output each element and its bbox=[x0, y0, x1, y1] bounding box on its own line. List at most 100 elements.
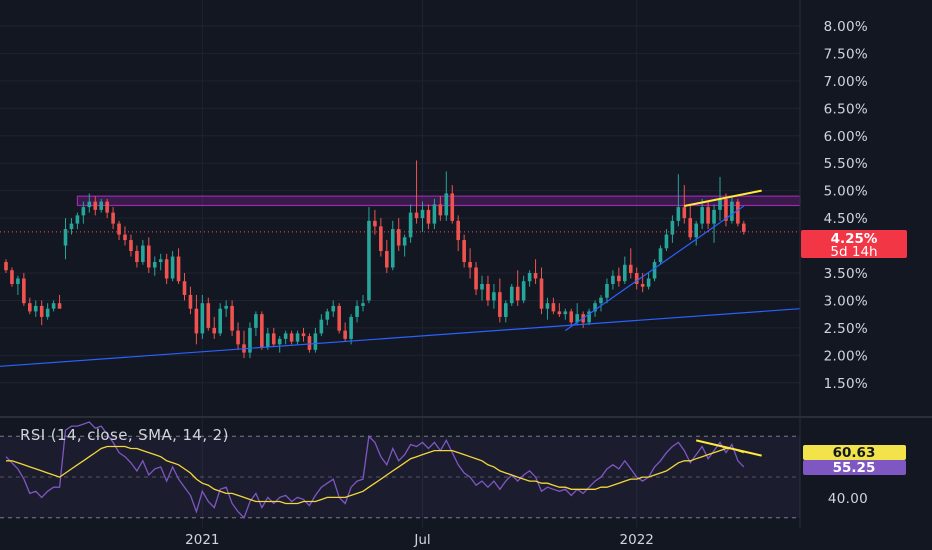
candle[interactable] bbox=[420, 201, 425, 232]
rsi-pane[interactable] bbox=[0, 421, 800, 519]
candle[interactable] bbox=[480, 275, 484, 301]
candle[interactable] bbox=[694, 220, 698, 246]
candle[interactable] bbox=[474, 262, 478, 295]
candle[interactable] bbox=[194, 294, 199, 345]
rsi-divergence-line[interactable] bbox=[695, 439, 762, 457]
candle[interactable] bbox=[569, 308, 574, 326]
candle[interactable] bbox=[658, 245, 663, 265]
candle[interactable] bbox=[63, 218, 68, 260]
candle[interactable] bbox=[563, 308, 568, 320]
candle[interactable] bbox=[325, 308, 330, 326]
candle[interactable] bbox=[587, 308, 591, 326]
candle[interactable] bbox=[438, 196, 443, 221]
candle[interactable] bbox=[301, 327, 306, 342]
candle[interactable] bbox=[557, 303, 562, 317]
candle[interactable] bbox=[69, 218, 74, 235]
candle[interactable] bbox=[16, 275, 20, 295]
candle[interactable] bbox=[33, 300, 38, 317]
candle[interactable] bbox=[730, 196, 734, 224]
candle[interactable] bbox=[230, 300, 234, 337]
candle[interactable] bbox=[57, 294, 62, 309]
rsi-ma-line[interactable] bbox=[6, 445, 745, 505]
candle[interactable] bbox=[652, 259, 657, 282]
candle[interactable] bbox=[123, 226, 127, 246]
candle[interactable] bbox=[28, 297, 32, 315]
candle[interactable] bbox=[533, 259, 538, 284]
candle[interactable] bbox=[200, 294, 205, 339]
candle[interactable] bbox=[283, 330, 288, 345]
candle[interactable] bbox=[408, 204, 413, 243]
candle[interactable] bbox=[676, 174, 681, 227]
candle[interactable] bbox=[331, 300, 336, 317]
candle[interactable] bbox=[664, 229, 669, 252]
candle[interactable] bbox=[164, 253, 169, 284]
candle[interactable] bbox=[450, 185, 455, 224]
candle[interactable] bbox=[260, 311, 264, 350]
candle[interactable] bbox=[111, 207, 115, 230]
candle[interactable] bbox=[337, 303, 341, 334]
candle[interactable] bbox=[289, 330, 294, 345]
candle[interactable] bbox=[81, 201, 86, 224]
candle[interactable] bbox=[539, 267, 544, 315]
candle[interactable] bbox=[349, 314, 353, 345]
candle[interactable] bbox=[75, 212, 80, 230]
candle[interactable] bbox=[396, 218, 401, 252]
candle[interactable] bbox=[188, 286, 193, 315]
candle[interactable] bbox=[212, 316, 217, 339]
candle[interactable] bbox=[93, 196, 98, 216]
candle[interactable] bbox=[682, 185, 687, 224]
candle[interactable] bbox=[551, 297, 556, 315]
candlestick-series[interactable] bbox=[4, 160, 746, 359]
drawing-layer-front[interactable] bbox=[0, 189, 801, 367]
candle[interactable] bbox=[402, 234, 407, 257]
candle[interactable] bbox=[206, 297, 211, 331]
candle[interactable] bbox=[432, 198, 437, 230]
candle[interactable] bbox=[367, 207, 371, 304]
candle[interactable] bbox=[373, 209, 377, 235]
candle[interactable] bbox=[700, 198, 704, 230]
candle[interactable] bbox=[575, 303, 579, 326]
candle[interactable] bbox=[307, 333, 312, 353]
candle[interactable] bbox=[486, 275, 490, 306]
candle[interactable] bbox=[605, 278, 609, 304]
candle[interactable] bbox=[468, 248, 472, 279]
candle[interactable] bbox=[319, 314, 324, 337]
candle[interactable] bbox=[45, 303, 50, 320]
candle[interactable] bbox=[254, 311, 258, 337]
support-trendline[interactable] bbox=[0, 308, 801, 367]
candle[interactable] bbox=[176, 248, 181, 284]
candle[interactable] bbox=[295, 330, 300, 345]
candle[interactable] bbox=[39, 300, 44, 326]
highlight-trendline[interactable] bbox=[684, 189, 762, 208]
candle[interactable] bbox=[182, 273, 187, 301]
candle[interactable] bbox=[736, 198, 740, 227]
candle[interactable] bbox=[504, 300, 508, 323]
candle[interactable] bbox=[22, 273, 26, 306]
candle[interactable] bbox=[266, 327, 270, 350]
candle[interactable] bbox=[218, 303, 222, 337]
candle[interactable] bbox=[390, 220, 395, 271]
candle[interactable] bbox=[617, 267, 621, 287]
candle[interactable] bbox=[724, 193, 728, 227]
candle[interactable] bbox=[355, 300, 359, 323]
candle[interactable] bbox=[414, 160, 419, 224]
candle[interactable] bbox=[509, 283, 514, 306]
price-axis[interactable]: 8.00% 7.50% 7.00% 6.50% 6.00% 5.50% 5.00% 4.50%… bbox=[824, 19, 868, 392]
candle[interactable] bbox=[706, 201, 710, 230]
candle[interactable] bbox=[611, 270, 615, 290]
candle[interactable] bbox=[628, 248, 633, 279]
candle[interactable] bbox=[271, 327, 276, 348]
candle[interactable] bbox=[51, 300, 56, 312]
candle[interactable] bbox=[426, 204, 431, 230]
candle[interactable] bbox=[117, 220, 121, 241]
candle[interactable] bbox=[599, 294, 603, 312]
candle[interactable] bbox=[646, 273, 651, 290]
candle[interactable] bbox=[158, 253, 163, 271]
candle[interactable] bbox=[4, 259, 8, 273]
candle[interactable] bbox=[444, 171, 449, 221]
last-price-badge[interactable]: 4.25% 5d 14h bbox=[801, 230, 907, 260]
candle[interactable] bbox=[623, 256, 627, 284]
candle[interactable] bbox=[87, 193, 92, 213]
candle[interactable] bbox=[742, 220, 746, 235]
